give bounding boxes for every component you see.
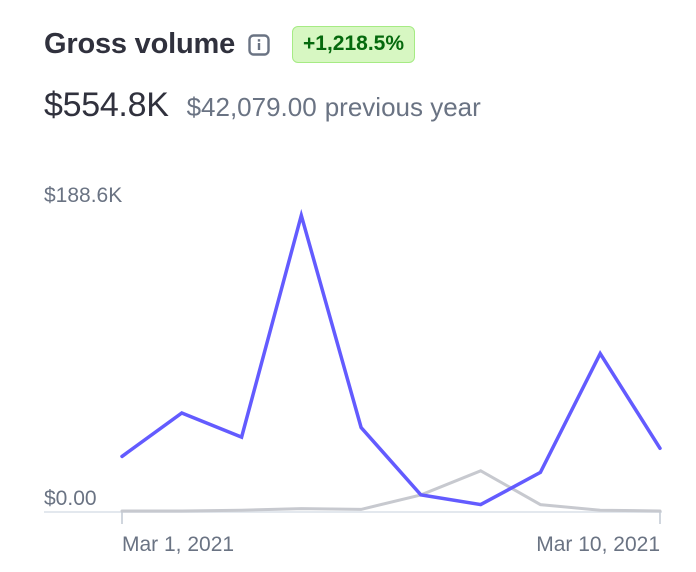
change-badge: +1,218.5%	[292, 26, 416, 63]
x-tick-label-last: Mar 10, 2021	[536, 533, 660, 556]
series-line-current	[120, 208, 662, 507]
series-layer	[120, 208, 662, 513]
previous-year-value: $42,079.00	[186, 92, 317, 122]
previous-year-label: previous year	[324, 92, 481, 122]
summary-row: $554.8K $42,079.00 previous year	[44, 86, 481, 125]
info-icon[interactable]	[248, 33, 270, 56]
x-tick-label-first: Mar 1, 2021	[122, 533, 234, 556]
series-line-previous-year	[120, 469, 662, 513]
chart-title: Gross volume	[44, 28, 235, 60]
chart-header: Gross volume +1,218.5%	[44, 26, 416, 63]
y-tick-label-min: $0.00	[44, 487, 97, 510]
total-amount: $554.8K	[44, 86, 169, 124]
x-axis-ticks	[121, 512, 661, 524]
y-tick-label-max: $188.6K	[44, 184, 122, 207]
